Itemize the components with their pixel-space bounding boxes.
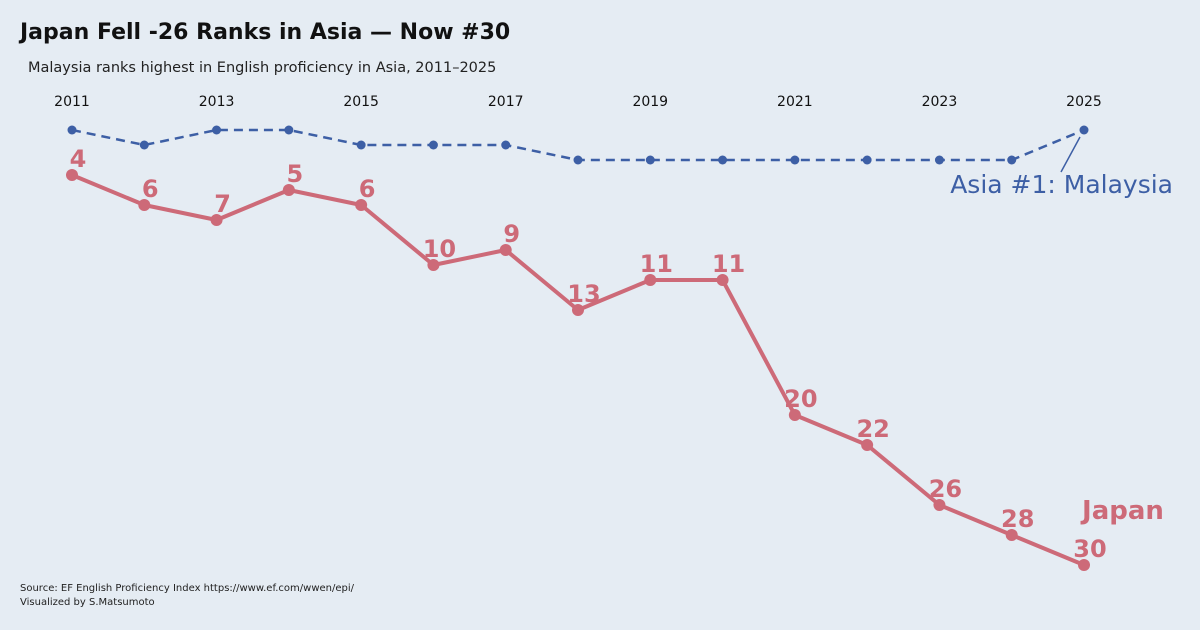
- series-layer: [66, 125, 1090, 571]
- malaysia-point-2023: [934, 155, 944, 165]
- japan-data-label-2012: 6: [142, 175, 159, 203]
- japan-point-2015: [355, 199, 368, 211]
- japan-data-label-2020: 11: [712, 250, 745, 278]
- x-tick-label-2025: 2025: [1066, 94, 1102, 110]
- malaysia-point-2011: [67, 125, 77, 135]
- malaysia-point-2020: [718, 155, 728, 165]
- malaysia-point-2021: [790, 155, 800, 165]
- japan-data-label-2021: 20: [784, 385, 817, 413]
- japan-point-2013: [210, 214, 223, 226]
- japan-point-2020: [716, 274, 729, 286]
- japan-data-label-2016: 10: [423, 235, 456, 263]
- japan-data-label-2017: 9: [503, 220, 520, 248]
- chart-subtitle: Malaysia ranks highest in English profic…: [28, 60, 497, 76]
- japan-data-label-2018: 13: [567, 280, 600, 308]
- japan-point-2011: [66, 169, 78, 181]
- malaysia-point-2025: [1079, 125, 1089, 135]
- x-axis-ticks: 2011 2013 2015 2017 2019 2021 2023 2025: [54, 94, 1102, 110]
- japan-point-2016: [427, 259, 440, 271]
- japan-data-label-2023: 26: [929, 475, 962, 503]
- japan-data-label-2011: 4: [70, 145, 87, 173]
- japan-point-2019: [644, 274, 657, 286]
- malaysia-point-2019: [645, 155, 655, 165]
- japan-point-2022: [861, 439, 874, 451]
- annotations: Asia #1: Malaysia Japan: [950, 136, 1173, 526]
- chart-title: Japan Fell -26 Ranks in Asia — Now #30: [20, 20, 511, 45]
- japan-line: [71, 173, 1085, 567]
- japan-data-label-2019: 11: [640, 250, 673, 278]
- japan-point-2023: [933, 499, 946, 511]
- japan-point-2017: [499, 244, 512, 256]
- source-line: Source: EF English Proficiency Index htt…: [20, 583, 355, 594]
- x-tick-label-2011: 2011: [54, 94, 90, 110]
- japan-data-label-2014: 5: [287, 160, 304, 188]
- japan-data-label-2024: 28: [1001, 505, 1034, 533]
- x-tick-label-2021: 2021: [777, 94, 813, 110]
- malaysia-point-2012: [139, 140, 149, 150]
- malaysia-point-2013: [212, 125, 222, 135]
- x-tick-label-2015: 2015: [343, 94, 379, 110]
- malaysia-point-2017: [501, 140, 511, 150]
- malaysia-point-2015: [356, 140, 366, 150]
- japan-series-label: Japan: [1080, 496, 1164, 526]
- malaysia-point-2018: [573, 155, 583, 165]
- malaysia-point-2022: [862, 155, 872, 165]
- japan-point-2014: [282, 184, 295, 196]
- japan-data-label-2013: 7: [214, 190, 231, 218]
- japan-point-2012: [138, 199, 151, 211]
- malaysia-point-2016: [428, 140, 438, 150]
- japan-point-2021: [788, 409, 801, 421]
- japan-point-2024: [1005, 529, 1018, 541]
- credit-line: Visualized by S.Matsumoto: [20, 597, 155, 608]
- malaysia-point-2024: [1007, 155, 1017, 165]
- japan-data-label-2015: 6: [359, 175, 376, 203]
- data-labels: 4 6 7 5 6 10 9 13 11 11 20 22 26 28 30: [70, 145, 1107, 563]
- japan-point-2025: [1078, 559, 1090, 571]
- japan-data-label-2022: 22: [856, 415, 889, 443]
- x-tick-label-2017: 2017: [488, 94, 524, 110]
- japan-point-2018: [572, 304, 584, 316]
- malaysia-annotation-leader: [1060, 136, 1081, 173]
- x-tick-label-2019: 2019: [632, 94, 668, 110]
- malaysia-series-label: Asia #1: Malaysia: [950, 170, 1173, 199]
- x-tick-label-2013: 2013: [199, 94, 235, 110]
- japan-data-label-2025: 30: [1073, 535, 1106, 563]
- malaysia-point-2014: [284, 125, 294, 135]
- x-tick-label-2023: 2023: [922, 94, 958, 110]
- source-note: Source: EF English Proficiency Index htt…: [20, 582, 354, 610]
